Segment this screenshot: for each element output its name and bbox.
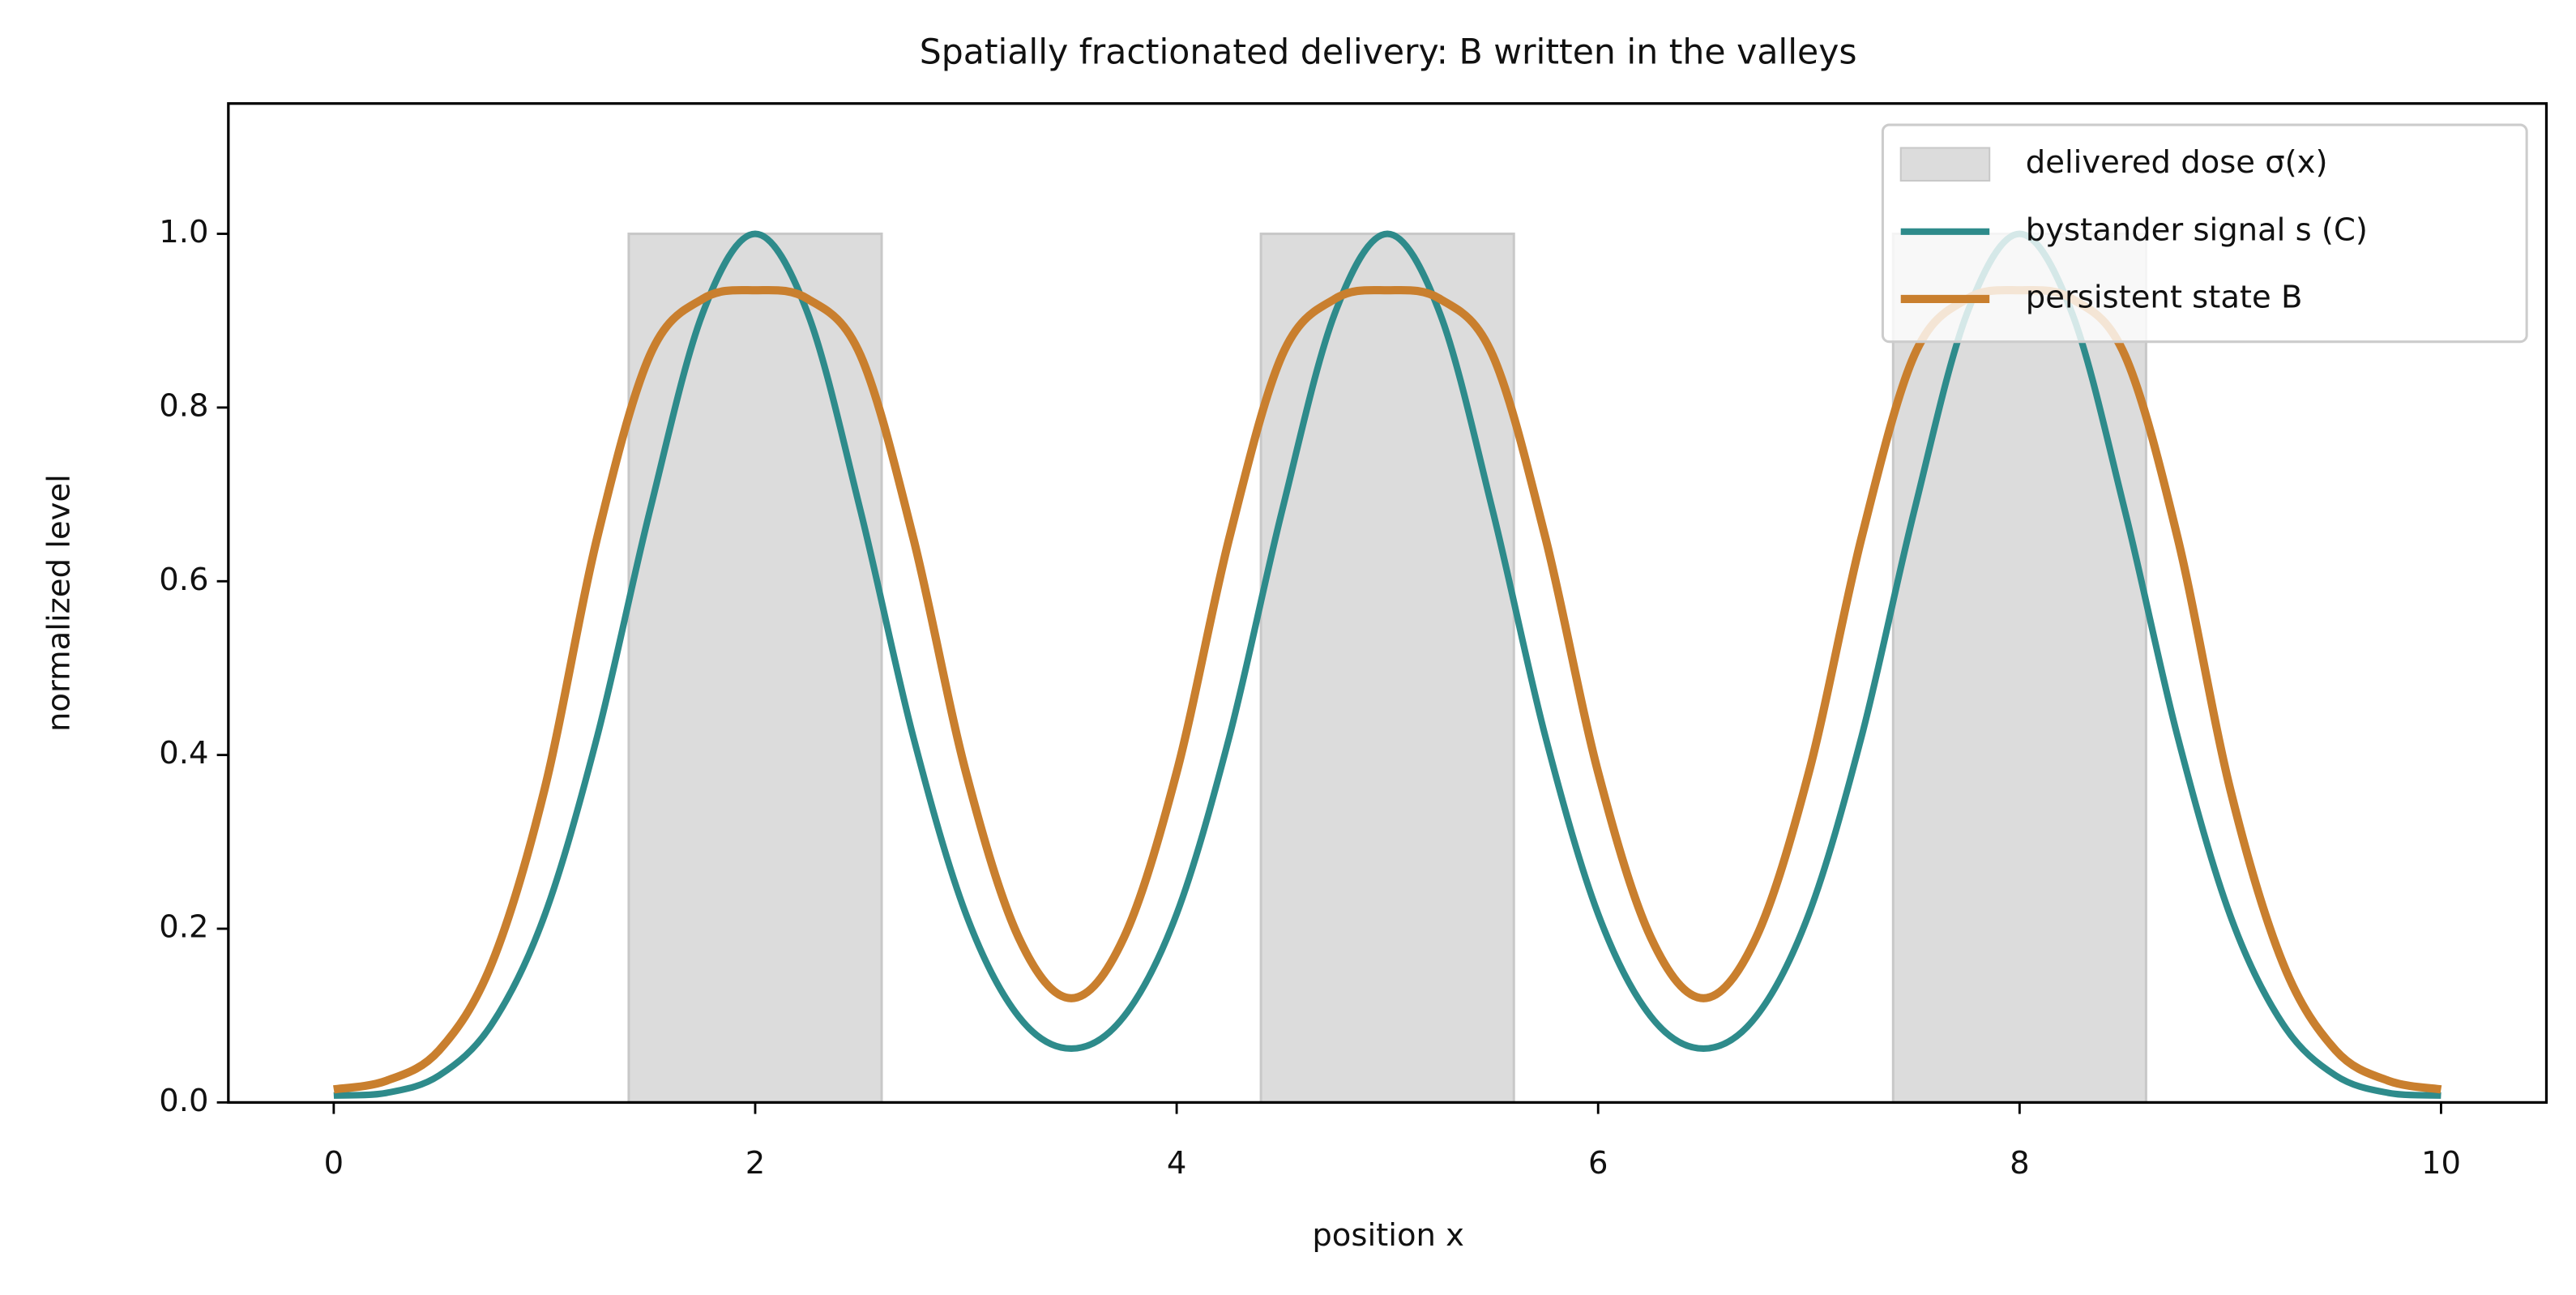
axes-frame xyxy=(227,102,2548,1105)
x-tick-label: 6 xyxy=(1588,1145,1608,1182)
x-axis-label: position x xyxy=(1312,1217,1464,1254)
x-tick-label: 4 xyxy=(1167,1145,1187,1182)
x-tick-label: 2 xyxy=(745,1145,766,1182)
y-tick-label: 0.4 xyxy=(159,735,208,771)
dose-bar xyxy=(1259,232,1515,1104)
y-tick-label: 0.8 xyxy=(159,387,208,424)
chart-title: Spatially fractionated delivery: B writt… xyxy=(920,32,1857,72)
legend-label: persistent state B xyxy=(2026,279,2303,315)
y-tick-label: 1.0 xyxy=(159,214,208,250)
x-tick-label: 0 xyxy=(324,1145,344,1182)
legend-swatch xyxy=(1899,147,1991,182)
dose-bar xyxy=(627,232,883,1104)
y-axis-label: normalized level xyxy=(41,474,78,732)
legend-label: bystander signal s (C) xyxy=(2026,212,2368,248)
y-tick-label: 0.6 xyxy=(159,562,208,598)
x-tick-label: 10 xyxy=(2421,1145,2461,1182)
y-tick-label: 0.0 xyxy=(159,1083,208,1119)
dose-bar xyxy=(1891,232,2147,1104)
legend-box xyxy=(1881,123,2528,344)
legend-label: delivered dose σ(x) xyxy=(2026,144,2328,181)
x-tick-label: 8 xyxy=(2010,1145,2030,1182)
y-tick-label: 0.2 xyxy=(159,909,208,946)
